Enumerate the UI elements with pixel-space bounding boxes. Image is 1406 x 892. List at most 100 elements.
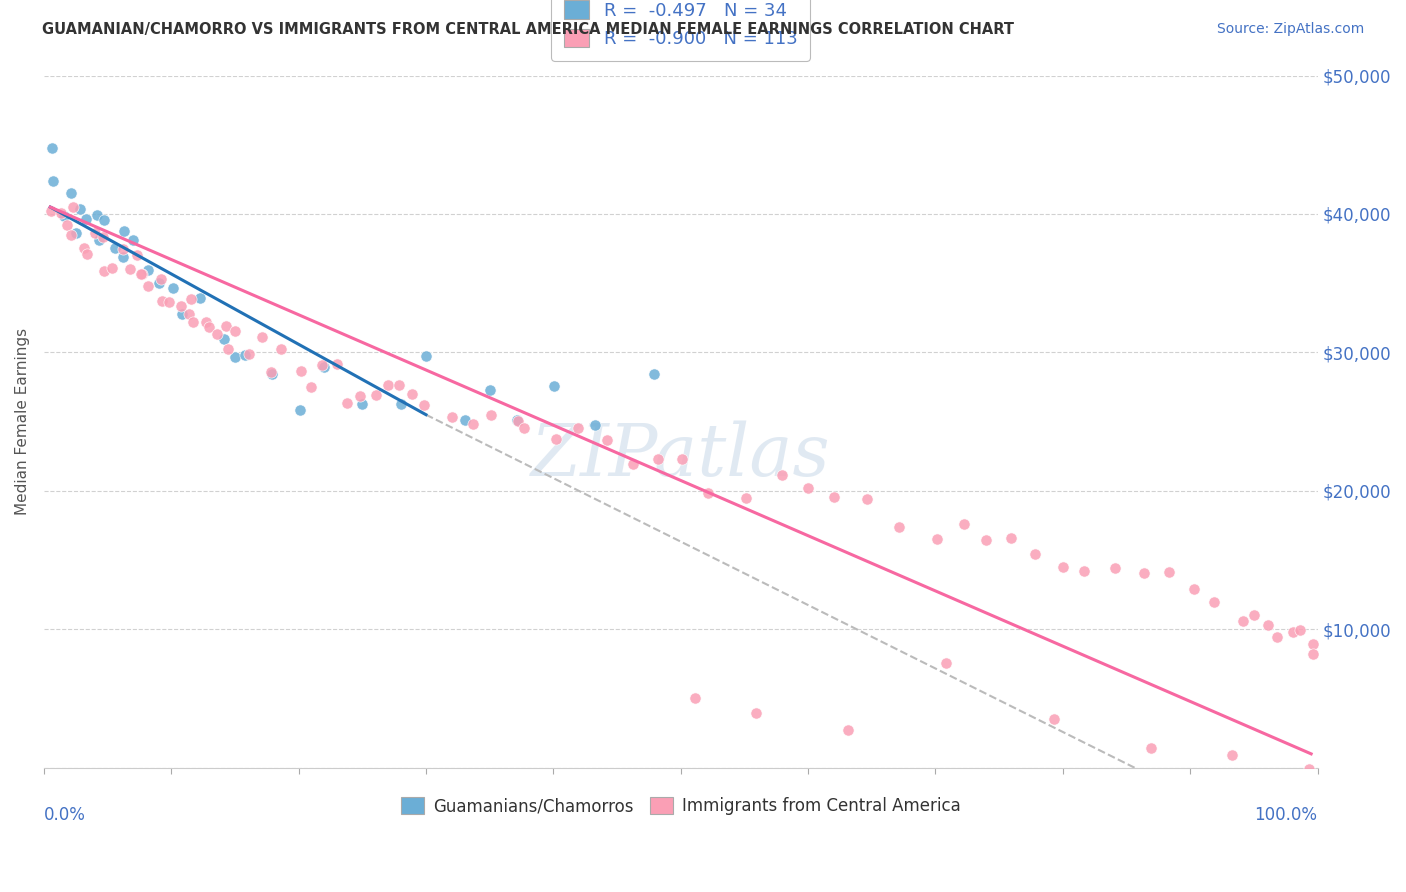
Point <box>1182 582 1205 596</box>
Point <box>59 227 82 242</box>
Point <box>837 723 859 738</box>
Point <box>183 315 205 329</box>
Point <box>1282 625 1305 640</box>
Point <box>745 706 768 721</box>
Point <box>336 396 359 410</box>
Point <box>1265 631 1288 645</box>
Legend: Guamanians/Chamorros, Immigrants from Central America: Guamanians/Chamorros, Immigrants from Ce… <box>395 790 967 822</box>
Point <box>224 324 246 338</box>
Point <box>100 261 122 276</box>
Point <box>311 359 333 373</box>
Point <box>290 364 312 378</box>
Point <box>1202 595 1225 609</box>
Point <box>129 267 152 281</box>
Point <box>86 208 108 222</box>
Point <box>388 378 411 392</box>
Point <box>1000 531 1022 545</box>
Point <box>150 272 173 286</box>
Point <box>643 368 665 382</box>
Point <box>952 517 974 532</box>
Point <box>463 417 485 431</box>
Point <box>1042 712 1064 726</box>
Point <box>76 247 98 261</box>
Point <box>797 481 820 495</box>
Point <box>148 277 170 291</box>
Point <box>49 205 72 219</box>
Point <box>1302 648 1324 662</box>
Point <box>312 359 335 374</box>
Point <box>260 365 283 379</box>
Point <box>198 320 221 334</box>
Point <box>1232 614 1254 628</box>
Point <box>73 241 96 255</box>
Point <box>39 204 62 219</box>
Point <box>513 420 536 434</box>
Point <box>93 213 115 227</box>
Point <box>647 451 669 466</box>
Point <box>194 315 217 329</box>
Point <box>696 486 718 500</box>
Point <box>250 330 273 344</box>
Point <box>1139 741 1161 756</box>
Point <box>671 451 693 466</box>
Point <box>350 397 373 411</box>
Point <box>212 332 235 346</box>
Point <box>41 141 63 155</box>
Point <box>770 467 793 482</box>
Point <box>118 261 141 276</box>
Point <box>889 520 911 534</box>
Point <box>1220 747 1243 762</box>
Point <box>935 657 957 671</box>
Point <box>111 243 134 257</box>
Point <box>415 350 437 364</box>
Point <box>270 342 292 356</box>
Point <box>75 211 97 226</box>
Point <box>157 294 180 309</box>
Point <box>136 262 159 277</box>
Point <box>87 233 110 247</box>
Point <box>91 230 114 244</box>
Point <box>111 250 134 264</box>
Text: 100.0%: 100.0% <box>1254 805 1317 824</box>
Point <box>69 202 91 216</box>
Point <box>454 413 477 427</box>
Point <box>683 690 706 705</box>
Y-axis label: Median Female Earnings: Median Female Earnings <box>15 328 30 516</box>
Point <box>1289 623 1312 637</box>
Point <box>621 457 644 471</box>
Point <box>112 224 135 238</box>
Point <box>262 367 284 381</box>
Point <box>544 432 567 446</box>
Point <box>136 278 159 293</box>
Point <box>389 397 412 411</box>
Point <box>125 248 148 262</box>
Point <box>925 532 948 546</box>
Point <box>508 414 530 428</box>
Point <box>1024 547 1046 561</box>
Point <box>1298 763 1320 777</box>
Point <box>326 357 349 371</box>
Point <box>543 379 565 393</box>
Point <box>122 233 145 247</box>
Point <box>224 350 246 364</box>
Point <box>479 383 502 397</box>
Point <box>596 433 619 447</box>
Point <box>93 264 115 278</box>
Text: GUAMANIAN/CHAMORRO VS IMMIGRANTS FROM CENTRAL AMERICA MEDIAN FEMALE EARNINGS COR: GUAMANIAN/CHAMORRO VS IMMIGRANTS FROM CE… <box>42 22 1014 37</box>
Point <box>233 348 256 362</box>
Point <box>172 307 194 321</box>
Point <box>131 267 153 281</box>
Point <box>1132 566 1154 580</box>
Point <box>177 307 200 321</box>
Point <box>567 420 589 434</box>
Point <box>734 491 756 505</box>
Point <box>1257 618 1279 632</box>
Point <box>823 490 845 504</box>
Point <box>1073 564 1095 578</box>
Point <box>56 218 79 232</box>
Point <box>162 280 184 294</box>
Point <box>506 413 529 427</box>
Point <box>401 387 423 401</box>
Point <box>1243 608 1265 623</box>
Point <box>60 186 83 201</box>
